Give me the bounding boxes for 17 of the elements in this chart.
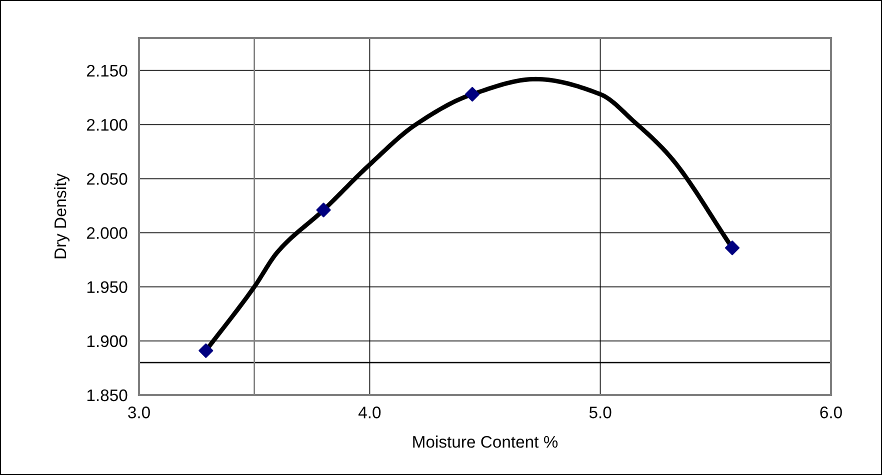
y-axis-title: Dry Density	[54, 173, 70, 258]
point	[198, 343, 214, 358]
y-tick-label: 2.000	[87, 227, 128, 239]
point	[724, 240, 740, 256]
y-tick-label: 1.900	[87, 335, 128, 348]
x-tick-label: 5.0	[589, 406, 612, 418]
x-tick-label: 4.0	[358, 406, 381, 418]
y-tick-label: 2.150	[87, 64, 128, 77]
y-tick-label: 2.050	[87, 173, 128, 185]
x-tick-label: 3.0	[128, 406, 150, 418]
y-tick-label: 1.850	[87, 389, 128, 402]
y-tick-label: 2.100	[87, 118, 128, 131]
x-axis-title: Moisture Content %	[413, 436, 558, 448]
x-tick-label: 6.0	[820, 406, 842, 418]
point	[465, 86, 480, 102]
y-tick-label: 1.950	[87, 281, 128, 294]
point	[316, 202, 331, 218]
